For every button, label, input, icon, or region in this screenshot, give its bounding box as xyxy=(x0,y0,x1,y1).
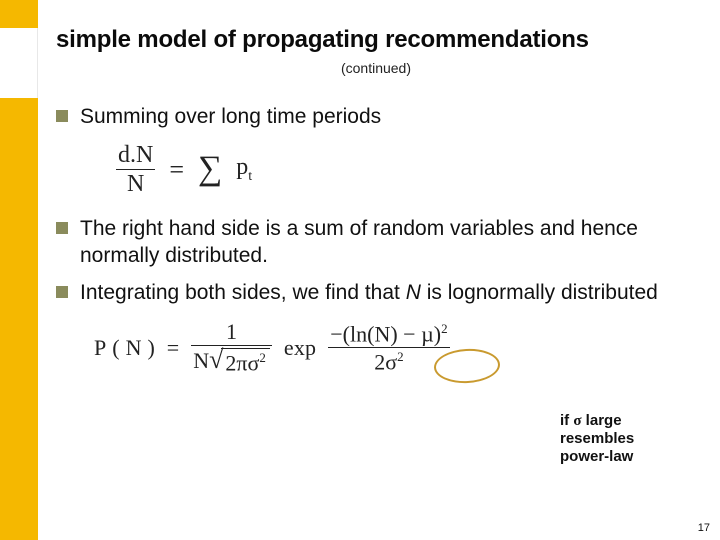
eq1-equals: = xyxy=(169,155,184,185)
strip-bottom xyxy=(0,98,38,540)
strip-top xyxy=(0,0,38,28)
bullet-1: Summing over long time periods xyxy=(56,104,696,131)
eq2-P: P xyxy=(94,335,106,361)
eq1-fraction: d.N N xyxy=(116,143,155,196)
slide-title: simple model of propagating recommendati… xyxy=(56,26,696,54)
page-number: 17 xyxy=(698,522,710,534)
side-note: if σ large resembles power-law xyxy=(560,412,634,466)
bullet-square-icon xyxy=(56,286,68,298)
sqrt-icon: √2πσ2 xyxy=(209,348,270,374)
eq2-frac-right: −(ln(N) − µ)2 2σ2 xyxy=(328,322,449,374)
bullet-2-text: The right hand side is a sum of random v… xyxy=(80,216,696,270)
equation-1: d.N N = ∑ pt xyxy=(116,143,696,196)
eq1-num: d.N xyxy=(118,142,153,168)
eq2-den-left: N√2πσ2 xyxy=(191,346,272,374)
eq2-num-right: −(ln(N) − µ)2 xyxy=(328,322,449,347)
bullet-2: The right hand side is a sum of random v… xyxy=(56,216,696,270)
eq1-term: pt xyxy=(236,154,252,185)
eq2-equals: = xyxy=(167,335,179,361)
bullet-square-icon xyxy=(56,222,68,234)
left-accent-strip xyxy=(0,0,38,540)
eq2-exp: exp xyxy=(284,335,316,361)
eq1-den: N xyxy=(127,171,144,197)
sidenote-line-1: if σ large xyxy=(560,412,634,430)
equation-2: P(N) = 1 N√2πσ2 exp −(ln(N) − µ)2 2σ2 xyxy=(94,321,696,375)
bullet-3: Integrating both sides, we find that N i… xyxy=(56,280,696,307)
slide-subtitle: (continued) xyxy=(56,60,696,76)
eq2-frac-left: 1 N√2πσ2 xyxy=(191,321,272,375)
summation-icon: ∑ xyxy=(198,159,222,179)
sidenote-line-3: power-law xyxy=(560,448,634,466)
eq2-den-right: 2σ2 xyxy=(372,348,405,373)
strip-gap xyxy=(0,28,38,98)
bullet-square-icon xyxy=(56,110,68,122)
bullet-list: Summing over long time periods d.N N = ∑… xyxy=(56,104,696,375)
slide: simple model of propagating recommendati… xyxy=(0,0,720,540)
sidenote-line-2: resembles xyxy=(560,430,634,448)
bullet-3-text: Integrating both sides, we find that N i… xyxy=(80,280,658,307)
bullet-1-text: Summing over long time periods xyxy=(80,104,381,131)
